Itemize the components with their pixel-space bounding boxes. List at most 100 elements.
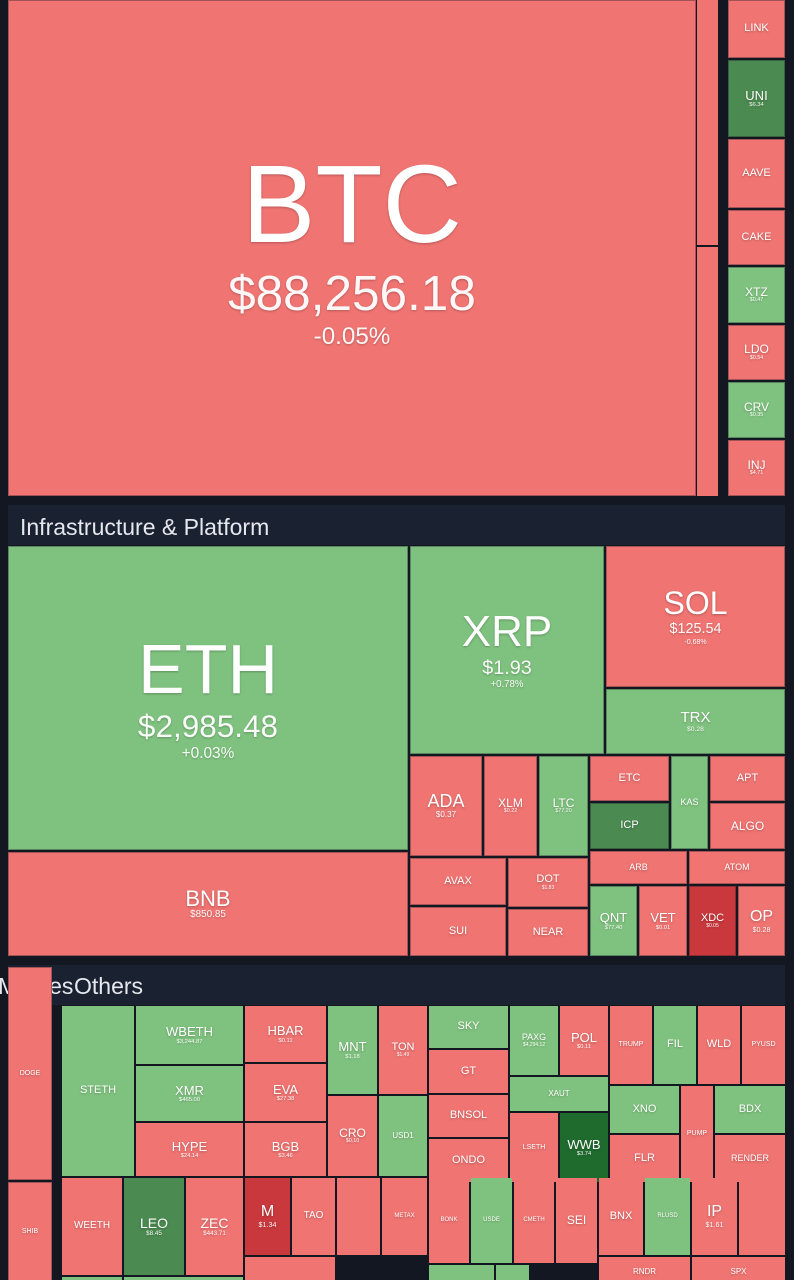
tile[interactable]: [62, 1277, 122, 1280]
tile[interactable]: DOGE: [8, 967, 52, 1180]
tile[interactable]: ADA $0.37: [410, 756, 482, 856]
tile[interactable]: ONDO: [429, 1139, 508, 1182]
tile-price: $0.10: [345, 1138, 360, 1145]
tile[interactable]: [124, 1277, 243, 1280]
tile[interactable]: TRX $0.28: [606, 689, 785, 754]
tile-symbol: ATOM: [724, 861, 750, 872]
tile[interactable]: STETH: [62, 1006, 134, 1176]
tile[interactable]: AAVE: [728, 139, 785, 208]
tile[interactable]: QNT $77.40: [590, 886, 637, 956]
tile[interactable]: CRO $0.10: [328, 1096, 377, 1176]
tile-symbol: XMR: [175, 1082, 204, 1098]
tile[interactable]: M $1.34: [245, 1178, 290, 1255]
tile[interactable]: [429, 1265, 494, 1280]
tile[interactable]: LTC $77.20: [539, 756, 588, 856]
tile[interactable]: WBETH $3,244.87: [136, 1006, 243, 1064]
tile[interactable]: VET $0.01: [639, 886, 687, 956]
tile[interactable]: SUI: [410, 907, 506, 956]
tile[interactable]: POL $0.11: [560, 1006, 608, 1075]
tile[interactable]: XNO: [610, 1086, 679, 1133]
tile-price: $24.14: [180, 1153, 199, 1160]
tile[interactable]: RNDR: [599, 1257, 690, 1280]
tile[interactable]: TON $1.49: [379, 1006, 427, 1094]
tile[interactable]: [337, 1178, 380, 1255]
tile[interactable]: SHIB: [8, 1182, 52, 1280]
tile[interactable]: XRP $1.93 +0.78%: [410, 546, 604, 754]
tile[interactable]: CMETH: [514, 1178, 554, 1263]
tile[interactable]: CAKE: [728, 210, 785, 265]
tile[interactable]: BNX: [599, 1178, 643, 1255]
tile[interactable]: KAS: [671, 756, 708, 849]
tile[interactable]: UNI $6.34: [728, 60, 785, 137]
tile[interactable]: BNB $850.85: [8, 852, 408, 956]
tile[interactable]: FIL: [654, 1006, 696, 1084]
tile[interactable]: ARB: [590, 851, 687, 884]
tile[interactable]: LINK: [728, 0, 785, 58]
tile[interactable]: HYPE $24.14: [136, 1123, 243, 1176]
tile-symbol: WWB: [567, 1136, 601, 1152]
tile[interactable]: XLM $0.22: [484, 756, 537, 856]
tile[interactable]: ALGO: [710, 803, 785, 849]
tile[interactable]: SPX: [692, 1257, 785, 1280]
tile[interactable]: XDC $0.05: [689, 886, 736, 956]
tile[interactable]: METAX: [382, 1178, 427, 1255]
tile[interactable]: BGB $3.46: [245, 1123, 326, 1176]
tile[interactable]: XMR $465.00: [136, 1066, 243, 1121]
tile[interactable]: APT: [710, 756, 785, 801]
tile[interactable]: LSETH: [510, 1113, 558, 1182]
tile[interactable]: [739, 1178, 785, 1255]
tile-price: $125.54: [669, 621, 722, 638]
tile-price: $2,985.48: [137, 708, 279, 745]
tile[interactable]: [697, 0, 718, 245]
tile[interactable]: BNSOL: [429, 1095, 508, 1137]
tile[interactable]: MNT $1.18: [328, 1006, 377, 1094]
tile[interactable]: PYUSD: [742, 1006, 785, 1084]
tile[interactable]: INJ $4.71: [728, 440, 785, 496]
tile[interactable]: XAUT: [510, 1077, 608, 1111]
tile[interactable]: CRV $0.35: [728, 382, 785, 438]
tile[interactable]: ZEC $443.71: [186, 1178, 243, 1275]
tile[interactable]: EVA $27.38: [245, 1064, 326, 1121]
tile[interactable]: PUMP: [681, 1086, 713, 1182]
tile[interactable]: BDX: [715, 1086, 785, 1133]
tile[interactable]: TRUMP: [610, 1006, 652, 1084]
tile[interactable]: ATOM: [689, 851, 785, 884]
tile[interactable]: IP $1.61: [692, 1178, 737, 1255]
tile[interactable]: GT: [429, 1050, 508, 1093]
tile[interactable]: DOT $1.83: [508, 858, 588, 907]
tile[interactable]: LEO $8.45: [124, 1178, 184, 1275]
tile[interactable]: OP $0.28: [738, 886, 785, 956]
tile[interactable]: WLD: [698, 1006, 740, 1084]
tile[interactable]: USDE: [471, 1178, 512, 1263]
tile-price: $0.05: [706, 923, 719, 930]
tile[interactable]: HBAR $0.11: [245, 1006, 326, 1062]
tile[interactable]: ETH $2,985.48 +0.03%: [8, 546, 408, 850]
tile[interactable]: SOL $125.54 -0.68%: [606, 546, 785, 687]
tile[interactable]: FLR: [610, 1135, 679, 1182]
tile-price: $0.47: [749, 297, 764, 304]
tile[interactable]: [697, 247, 718, 496]
tile-symbol: BTC: [242, 142, 462, 266]
tile[interactable]: RENDER: [715, 1135, 785, 1182]
tile[interactable]: AVAX: [410, 858, 506, 905]
tile[interactable]: SKY: [429, 1006, 508, 1048]
tile-symbol: ZEC: [200, 1214, 229, 1231]
tile[interactable]: NEAR: [508, 909, 588, 956]
tile[interactable]: BONK: [429, 1178, 469, 1263]
tile-symbol: SEI: [566, 1213, 587, 1228]
tile[interactable]: ETC: [590, 756, 669, 801]
tile[interactable]: ICP: [590, 803, 669, 849]
tile[interactable]: LDO $0.54: [728, 325, 785, 380]
tile[interactable]: TAO: [292, 1178, 335, 1255]
tile[interactable]: WWB $3.74: [560, 1113, 608, 1182]
tile[interactable]: SEI: [556, 1178, 597, 1263]
tile[interactable]: XTZ $0.47: [728, 267, 785, 323]
tile[interactable]: PAXG $4,294.12: [510, 1006, 558, 1075]
tile[interactable]: RLUSD: [645, 1178, 690, 1255]
tile[interactable]: [496, 1265, 529, 1280]
tile[interactable]: [245, 1257, 335, 1280]
tile[interactable]: USD1: [379, 1096, 427, 1176]
tile[interactable]: WEETH: [62, 1178, 122, 1275]
tile[interactable]: BTC $88,256.18 -0.05%: [8, 0, 696, 496]
tile-price: $0.28: [687, 725, 704, 733]
